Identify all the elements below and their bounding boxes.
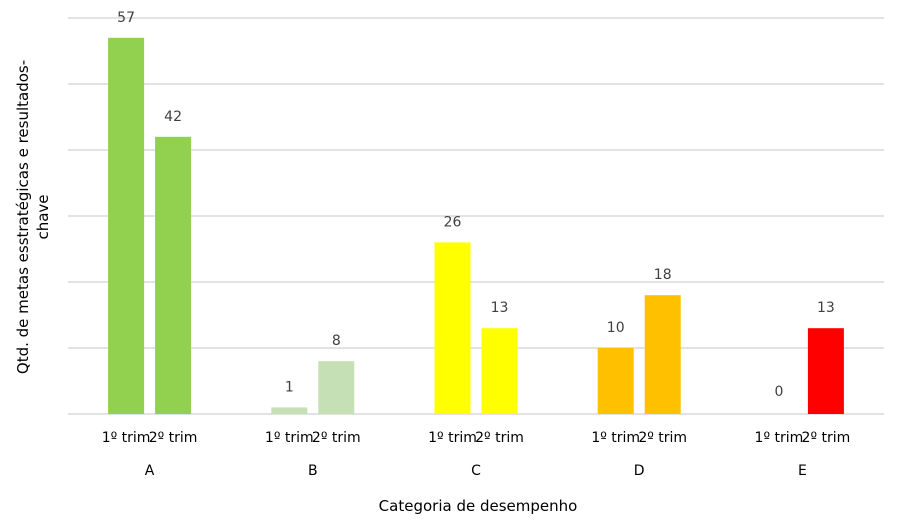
bar-D-2 (644, 295, 681, 414)
data-label: 10 (607, 320, 625, 336)
y-axis-title: Qtd. de metas esstratégicas e resultados… (14, 60, 52, 374)
bar-A-2 (155, 136, 192, 415)
x-subcategory-label: 2º trim (475, 430, 524, 446)
bar-C-2 (481, 328, 518, 414)
data-label: 13 (491, 300, 509, 316)
x-subcategory-label: 2º trim (149, 430, 198, 446)
x-category-label: B (308, 463, 318, 479)
x-subcategory-label: 2º trim (802, 430, 851, 446)
x-subcategory-label: 1º trim (428, 430, 477, 446)
bars (108, 37, 844, 415)
data-label: 18 (654, 267, 672, 283)
x-category-labels: A B C D E (145, 463, 807, 479)
x-subcategory-label: 2º trim (638, 430, 687, 446)
y-axis-title-line1: Qtd. de metas esstratégicas e resultados… (14, 60, 32, 374)
x-subcategory-label: 1º trim (755, 430, 804, 446)
data-label: 1 (285, 379, 294, 395)
x-subcategory-label: 2º trim (312, 430, 361, 446)
data-label: 42 (164, 109, 182, 125)
data-label: 26 (444, 214, 462, 230)
bar-D-1 (597, 348, 634, 414)
bar-C-1 (434, 242, 471, 414)
x-axis-title: Categoria de desempenho (379, 497, 578, 515)
x-subcategory-label: 1º trim (102, 430, 151, 446)
bar-B-1 (271, 407, 308, 414)
x-subcategory-label: 1º trim (265, 430, 314, 446)
x-category-label: A (145, 463, 155, 479)
bar-E-2 (807, 328, 844, 414)
data-label: 0 (774, 384, 783, 400)
bar-B-2 (318, 361, 355, 414)
x-category-label: D (634, 463, 645, 479)
data-label: 13 (817, 300, 835, 316)
gridlines (68, 17, 884, 415)
data-label: 8 (332, 333, 341, 349)
x-category-label: E (798, 463, 807, 479)
data-label: 57 (117, 10, 135, 26)
bar-A-1 (108, 37, 145, 415)
y-axis-title-line2: chave (34, 194, 52, 239)
x-subcategory-label: 1º trim (591, 430, 640, 446)
x-category-label: C (471, 463, 481, 479)
